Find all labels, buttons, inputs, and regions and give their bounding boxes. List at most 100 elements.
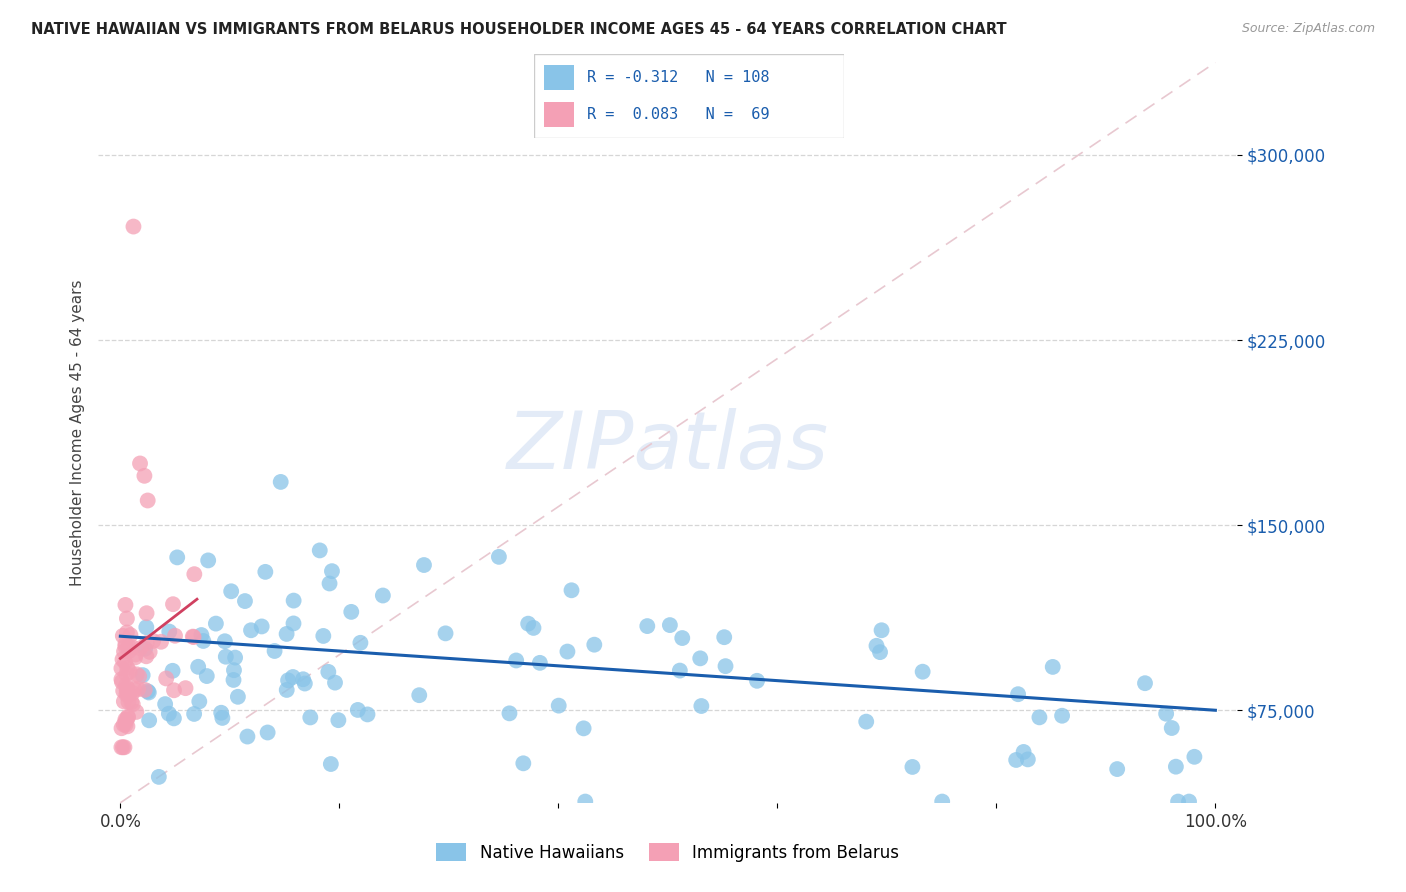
- Point: [276, 682, 298, 697]
- Point: [855, 714, 877, 729]
- Point: [193, 634, 215, 648]
- Point: [901, 760, 924, 774]
- Point: [157, 706, 180, 721]
- Text: ZIPatlas: ZIPatlas: [506, 409, 830, 486]
- Point: [276, 627, 298, 641]
- Point: [240, 624, 263, 638]
- Text: R =  0.083   N =  69: R = 0.083 N = 69: [586, 107, 769, 122]
- Point: [870, 624, 893, 638]
- Point: [658, 618, 681, 632]
- Point: [138, 685, 160, 699]
- Point: [138, 645, 160, 659]
- Point: [572, 722, 595, 736]
- Point: [135, 649, 157, 664]
- Point: [114, 655, 136, 669]
- Point: [745, 673, 768, 688]
- Point: [560, 814, 582, 829]
- Point: [114, 713, 136, 727]
- Point: [129, 457, 152, 471]
- Point: [211, 711, 233, 725]
- Point: [1154, 706, 1177, 721]
- Legend: Native Hawaiians, Immigrants from Belarus: Native Hawaiians, Immigrants from Belaru…: [430, 837, 905, 869]
- Text: Source: ZipAtlas.com: Source: ZipAtlas.com: [1241, 22, 1375, 36]
- Point: [120, 695, 142, 709]
- Point: [121, 698, 143, 712]
- Point: [931, 795, 953, 809]
- Point: [115, 625, 138, 640]
- Point: [283, 593, 305, 607]
- Point: [114, 717, 136, 731]
- Point: [319, 757, 342, 772]
- Point: [110, 661, 132, 675]
- Point: [689, 651, 711, 665]
- Point: [122, 682, 145, 697]
- Point: [136, 684, 159, 698]
- Point: [115, 660, 138, 674]
- Point: [117, 709, 139, 723]
- Point: [155, 672, 177, 686]
- Point: [163, 711, 186, 725]
- Point: [127, 682, 149, 697]
- Point: [583, 638, 606, 652]
- Point: [118, 644, 141, 658]
- Point: [1042, 660, 1064, 674]
- Point: [163, 683, 186, 698]
- Point: [117, 640, 139, 654]
- Point: [117, 687, 139, 701]
- Point: [356, 707, 378, 722]
- Point: [263, 644, 285, 658]
- Point: [299, 710, 322, 724]
- Point: [166, 550, 188, 565]
- Point: [636, 619, 658, 633]
- Point: [124, 650, 146, 665]
- Point: [125, 667, 148, 681]
- Point: [125, 705, 148, 719]
- Point: [115, 678, 138, 692]
- Bar: [544, 102, 575, 128]
- Point: [1007, 687, 1029, 701]
- Point: [209, 706, 232, 720]
- Text: NATIVE HAWAIIAN VS IMMIGRANTS FROM BELARUS HOUSEHOLDER INCOME AGES 45 - 64 YEARS: NATIVE HAWAIIAN VS IMMIGRANTS FROM BELAR…: [31, 22, 1007, 37]
- Point: [1133, 676, 1156, 690]
- Point: [669, 664, 692, 678]
- Point: [118, 665, 141, 679]
- Point: [195, 669, 218, 683]
- Point: [205, 616, 228, 631]
- Point: [277, 673, 299, 688]
- Point: [498, 706, 520, 721]
- Point: [110, 673, 132, 687]
- Point: [111, 652, 134, 666]
- Point: [714, 659, 737, 673]
- Point: [183, 567, 205, 582]
- Point: [346, 703, 368, 717]
- Point: [226, 690, 249, 704]
- Point: [371, 589, 394, 603]
- Point: [111, 629, 134, 643]
- Y-axis label: Householder Income Ages 45 - 64 years: Householder Income Ages 45 - 64 years: [69, 279, 84, 586]
- Point: [131, 668, 153, 682]
- Point: [135, 620, 157, 634]
- Point: [254, 565, 277, 579]
- Point: [163, 629, 186, 643]
- Point: [505, 653, 527, 667]
- Point: [114, 598, 136, 612]
- Point: [250, 619, 273, 633]
- Point: [110, 740, 132, 755]
- Point: [349, 636, 371, 650]
- Point: [318, 665, 340, 679]
- Point: [865, 639, 887, 653]
- Point: [162, 664, 184, 678]
- Point: [112, 644, 135, 658]
- Point: [1017, 752, 1039, 766]
- Point: [136, 493, 159, 508]
- Point: [134, 682, 156, 697]
- Point: [321, 564, 343, 578]
- Point: [114, 637, 136, 651]
- Point: [138, 714, 160, 728]
- Point: [690, 698, 713, 713]
- Point: [174, 681, 197, 695]
- Point: [183, 630, 205, 644]
- Point: [115, 681, 138, 695]
- Point: [121, 686, 143, 700]
- Point: [114, 740, 136, 755]
